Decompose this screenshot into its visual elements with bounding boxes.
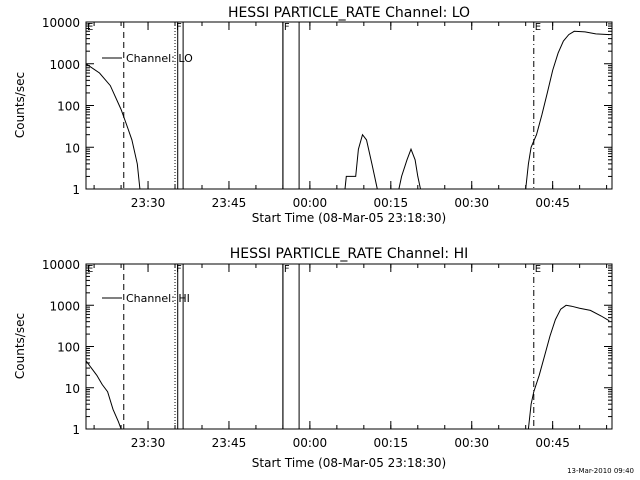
y-tick-label: 100 <box>57 100 80 114</box>
event-marker-label: F <box>284 264 290 275</box>
y-tick-label: 10000 <box>42 258 80 272</box>
series-line <box>85 360 122 430</box>
data-gap <box>177 21 184 190</box>
series-lines <box>85 30 610 190</box>
x-tick-label: 23:45 <box>212 196 247 210</box>
x-tick-label: 00:30 <box>454 436 489 450</box>
data-gap <box>282 263 300 430</box>
legend-label: Channel: LO <box>126 52 193 65</box>
axis-ticks: 23:30 23:45 00:00 00:15 00:30 00:45 1 10 100 1000… <box>42 258 612 450</box>
series-line <box>85 63 141 190</box>
y-tick-label: 100 <box>57 341 80 355</box>
y-tick-label: 10 <box>65 382 80 396</box>
data-gap <box>282 21 300 190</box>
panel-hi: HESSI PARTICLE_RATE Channel: HI Counts/s… <box>13 246 613 470</box>
x-axis-label: Start Time (08-Mar-05 23:18:30) <box>252 456 446 470</box>
x-tick-label: 00:45 <box>535 196 570 210</box>
panel-lo: HESSI PARTICLE_RATE Channel: LO Counts/s… <box>13 5 613 225</box>
series-lines <box>85 304 610 430</box>
x-tick-label: 00:45 <box>535 436 570 450</box>
plot-frame <box>85 263 613 430</box>
legend-label: Channel: HI <box>126 292 190 305</box>
x-tick-label: 00:00 <box>293 436 328 450</box>
series-line <box>398 147 421 190</box>
event-marker-label: E <box>87 264 93 275</box>
y-axis-label: Counts/sec <box>13 72 27 138</box>
y-tick-label: 1 <box>72 423 80 437</box>
chart-title: HESSI PARTICLE_RATE Channel: LO <box>228 5 470 21</box>
x-tick-label: 23:30 <box>131 196 166 210</box>
x-tick-label: 00:15 <box>374 436 409 450</box>
series-line <box>527 304 610 430</box>
footer-timestamp: 13-Mar-2010 09:40 <box>567 467 634 475</box>
axis-ticks: 23:30 23:45 00:00 00:15 00:30 00:45 1 10 100 1000… <box>42 16 612 210</box>
x-tick-label: 00:30 <box>454 196 489 210</box>
plot-frame <box>85 21 613 190</box>
event-marker-label: E <box>535 264 541 275</box>
x-tick-label: 00:00 <box>293 196 328 210</box>
data-gaps <box>177 21 300 190</box>
x-tick-label: 23:45 <box>212 436 247 450</box>
chart-title: HESSI PARTICLE_RATE Channel: HI <box>230 246 468 262</box>
data-gap <box>177 263 184 430</box>
data-gaps <box>177 263 300 430</box>
legend: Channel: HI <box>102 292 190 305</box>
y-tick-label: 1000 <box>49 299 80 313</box>
event-marker-label: F <box>284 22 290 33</box>
event-marker-label: E <box>535 22 541 33</box>
y-tick-label: 10000 <box>42 16 80 30</box>
x-axis-label: Start Time (08-Mar-05 23:18:30) <box>252 211 446 225</box>
event-marker-label: F <box>176 22 182 33</box>
x-tick-label: 23:30 <box>131 436 166 450</box>
series-line <box>525 30 610 190</box>
y-axis-label: Counts/sec <box>13 313 27 379</box>
y-tick-label: 1 <box>72 183 80 197</box>
series-line <box>344 133 378 190</box>
y-tick-label: 10 <box>65 141 80 155</box>
event-marker-label: E <box>87 22 93 33</box>
legend: Channel: LO <box>102 52 193 65</box>
x-tick-label: 00:15 <box>374 196 409 210</box>
event-marker-label: F <box>176 264 182 275</box>
y-tick-label: 1000 <box>49 58 80 72</box>
